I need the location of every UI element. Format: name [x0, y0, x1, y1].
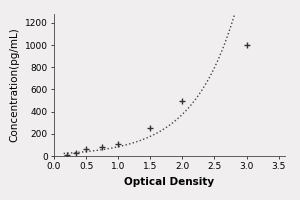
Y-axis label: Concentration(pg/mL): Concentration(pg/mL)	[9, 28, 19, 142]
X-axis label: Optical Density: Optical Density	[124, 177, 214, 187]
